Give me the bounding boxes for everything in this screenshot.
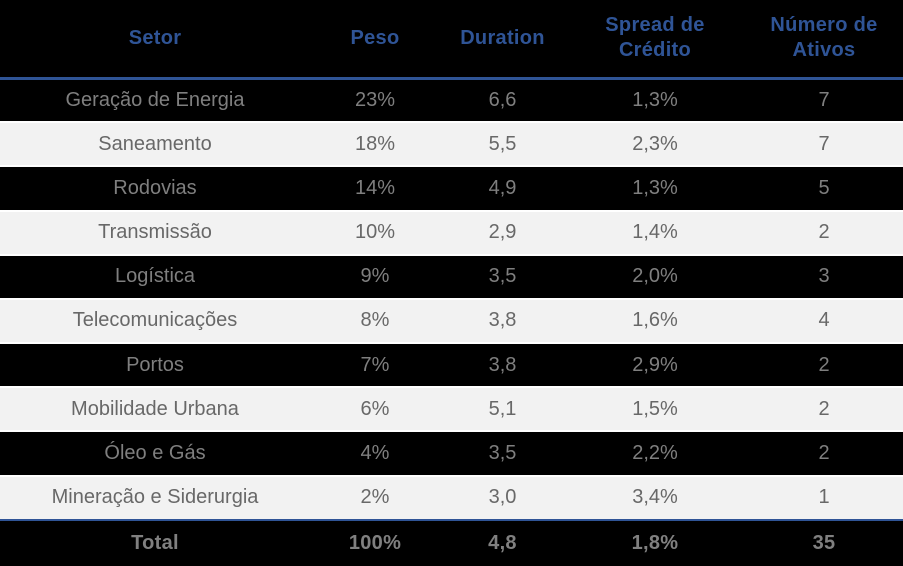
cell-total-duration: 4,8 (440, 518, 565, 566)
cell-spread-credito: 1,5% (565, 386, 745, 432)
cell-numero-ativos: 1 (745, 474, 903, 520)
cell-setor: Logística (0, 253, 310, 299)
table-row-logistica: Logística 9% 3,5 2,0% 3 (0, 253, 903, 299)
cell-setor: Transmissão (0, 209, 310, 255)
cell-setor: Portos (0, 342, 310, 388)
column-header-numero-ativos: Número de Ativos (745, 0, 903, 80)
cell-spread-credito: 2,3% (565, 121, 745, 167)
table-row-portos: Portos 7% 3,8 2,9% 2 (0, 342, 903, 388)
cell-duration: 3,5 (440, 430, 565, 476)
cell-spread-credito: 3,4% (565, 474, 745, 520)
cell-peso: 7% (310, 342, 440, 388)
cell-spread-credito: 1,4% (565, 209, 745, 255)
table-row-oleo-e-gas: Óleo e Gás 4% 3,5 2,2% 2 (0, 430, 903, 476)
cell-duration: 3,8 (440, 342, 565, 388)
cell-spread-credito: 1,3% (565, 165, 745, 211)
cell-spread-credito: 1,3% (565, 78, 745, 123)
cell-peso: 10% (310, 209, 440, 255)
table-row-transmissao: Transmissão 10% 2,9 1,4% 2 (0, 209, 903, 255)
cell-setor: Óleo e Gás (0, 430, 310, 476)
cell-peso: 18% (310, 121, 440, 167)
table-row-saneamento: Saneamento 18% 5,5 2,3% 7 (0, 121, 903, 167)
column-header-spread-credito: Spread de Crédito (565, 0, 745, 80)
cell-duration: 3,5 (440, 253, 565, 299)
cell-spread-credito: 2,2% (565, 430, 745, 476)
cell-duration: 6,6 (440, 78, 565, 123)
cell-numero-ativos: 5 (745, 165, 903, 211)
table-row-geracao-de-energia: Geração de Energia 23% 6,6 1,3% 7 (0, 78, 903, 123)
column-header-spread-credito-label: Spread de Crédito (605, 14, 705, 62)
column-header-duration-label: Duration (460, 26, 545, 49)
cell-duration: 4,9 (440, 165, 565, 211)
cell-setor: Mobilidade Urbana (0, 386, 310, 432)
cell-peso: 2% (310, 474, 440, 520)
cell-numero-ativos: 7 (745, 78, 903, 123)
cell-numero-ativos: 2 (745, 209, 903, 255)
column-header-peso-label: Peso (350, 26, 400, 49)
cell-setor: Geração de Energia (0, 78, 310, 123)
column-header-numero-ativos-label: Número de Ativos (770, 14, 878, 62)
cell-setor: Saneamento (0, 121, 310, 167)
table-row-telecomunicacoes: Telecomunicações 8% 3,8 1,6% 4 (0, 297, 903, 344)
header-row: Setor Peso Duration Spread de Crédito Nú… (0, 0, 903, 80)
cell-setor: Mineração e Siderurgia (0, 474, 310, 520)
cell-duration: 2,9 (440, 209, 565, 255)
cell-duration: 3,0 (440, 474, 565, 520)
cell-peso: 14% (310, 165, 440, 211)
table-row-total: Total 100% 4,8 1,8% 35 (0, 518, 903, 566)
table-row-mobilidade-urbana: Mobilidade Urbana 6% 5,1 1,5% 2 (0, 386, 903, 432)
column-header-duration: Duration (440, 0, 565, 80)
cell-numero-ativos: 7 (745, 121, 903, 167)
cell-peso: 6% (310, 386, 440, 432)
column-header-peso: Peso (310, 0, 440, 80)
cell-spread-credito: 2,9% (565, 342, 745, 388)
cell-duration: 5,5 (440, 121, 565, 167)
cell-total-numero-ativos: 35 (745, 518, 903, 566)
cell-total-peso: 100% (310, 518, 440, 566)
column-header-setor-label: Setor (128, 26, 182, 49)
cell-numero-ativos: 2 (745, 430, 903, 476)
cell-peso: 9% (310, 253, 440, 299)
cell-setor: Telecomunicações (0, 297, 310, 344)
table-row-mineracao-e-siderurgia: Mineração e Siderurgia 2% 3,0 3,4% 1 (0, 474, 903, 520)
cell-duration: 3,8 (440, 297, 565, 344)
cell-peso: 23% (310, 78, 440, 123)
cell-duration: 5,1 (440, 386, 565, 432)
cell-setor: Rodovias (0, 165, 310, 211)
table-row-rodovias: Rodovias 14% 4,9 1,3% 5 (0, 165, 903, 211)
cell-numero-ativos: 2 (745, 342, 903, 388)
cell-numero-ativos: 3 (745, 253, 903, 299)
column-header-setor: Setor (0, 0, 310, 80)
cell-total-label: Total (0, 518, 310, 566)
cell-numero-ativos: 4 (745, 297, 903, 344)
cell-spread-credito: 2,0% (565, 253, 745, 299)
cell-numero-ativos: 2 (745, 386, 903, 432)
cell-peso: 8% (310, 297, 440, 344)
cell-peso: 4% (310, 430, 440, 476)
cell-spread-credito: 1,6% (565, 297, 745, 344)
cell-total-spread-credito: 1,8% (565, 518, 745, 566)
